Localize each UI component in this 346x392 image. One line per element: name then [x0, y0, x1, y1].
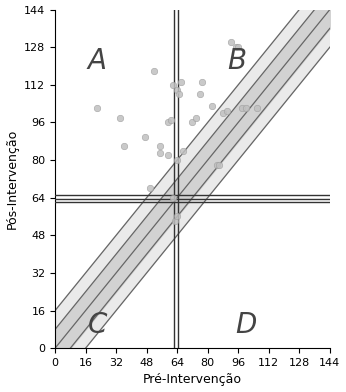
Point	[220, 110, 226, 116]
Point	[224, 107, 229, 114]
Point	[165, 119, 171, 125]
Point	[176, 91, 182, 97]
Point	[178, 79, 184, 85]
Point	[171, 194, 176, 201]
Point	[209, 103, 214, 109]
Point	[117, 114, 123, 121]
Point	[190, 119, 195, 125]
Point	[157, 150, 163, 156]
Y-axis label: Pós-Intervenção: Pós-Intervenção	[6, 129, 19, 229]
X-axis label: Pré-Intervenção: Pré-Intervenção	[143, 374, 242, 387]
Point	[152, 67, 157, 74]
Text: C: C	[88, 310, 107, 339]
Point	[148, 185, 153, 191]
Point	[169, 117, 174, 123]
Point	[199, 79, 205, 85]
Point	[174, 213, 180, 220]
Text: A: A	[88, 47, 107, 75]
Point	[197, 91, 203, 97]
Point	[174, 157, 180, 163]
Point	[165, 152, 171, 158]
Text: B: B	[227, 47, 246, 75]
Point	[255, 105, 260, 111]
Point	[193, 114, 199, 121]
Point	[121, 143, 127, 149]
Point	[174, 86, 180, 93]
Point	[243, 105, 249, 111]
Point	[94, 105, 100, 111]
Text: D: D	[235, 310, 257, 339]
Point	[239, 105, 245, 111]
Point	[234, 44, 239, 50]
Point	[142, 133, 147, 140]
Point	[216, 162, 222, 168]
Point	[171, 82, 176, 88]
Point	[236, 44, 241, 50]
Point	[180, 147, 186, 154]
Point	[215, 162, 220, 168]
Point	[228, 39, 234, 45]
Point	[173, 218, 178, 224]
Point	[157, 143, 163, 149]
